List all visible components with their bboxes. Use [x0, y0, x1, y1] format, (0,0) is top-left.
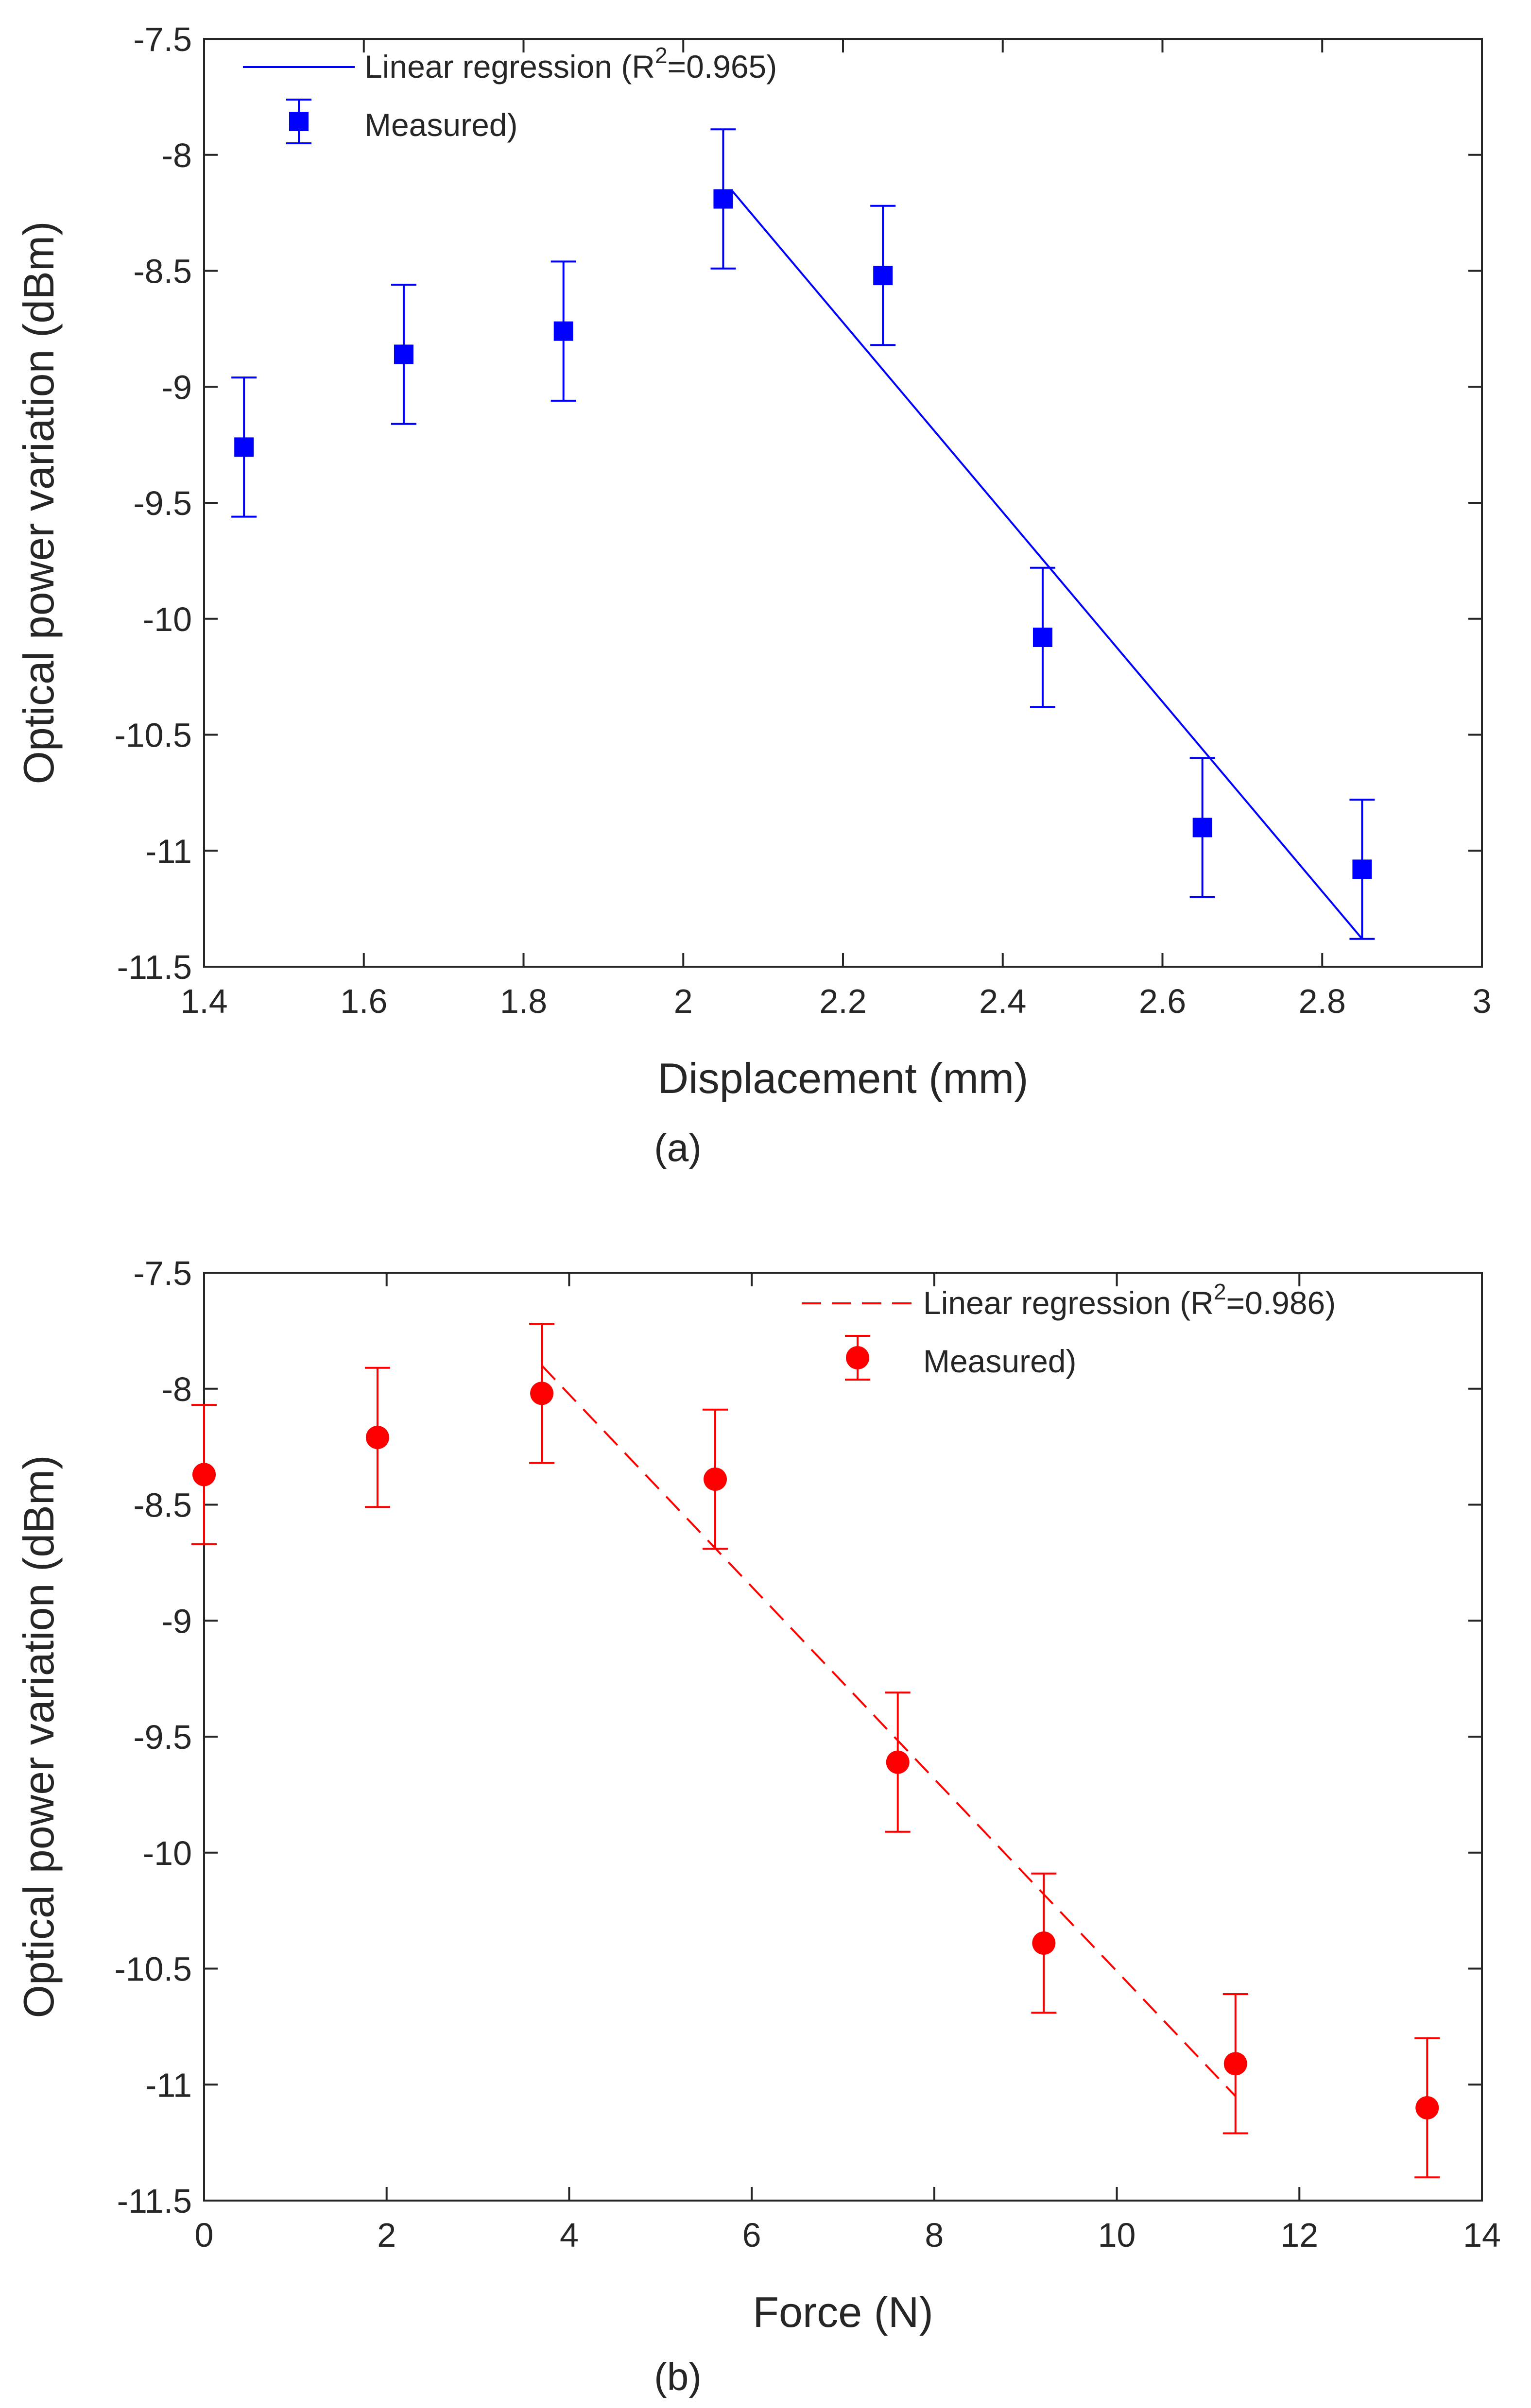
legend: Linear regression (R2=0.986) Measured)	[802, 1279, 1336, 1381]
y-tick-label: -8.5	[133, 253, 192, 290]
x-tick-label: 2.4	[979, 982, 1026, 1020]
legend-regression-label: Linear regression (R2=0.986)	[923, 1279, 1336, 1321]
x-tick-label: 6	[742, 2216, 761, 2254]
legend-regression-label-prefix: Linear regression (R	[364, 49, 655, 85]
legend-regression-label-sup: 2	[655, 43, 668, 68]
legend: Linear regression (R2=0.965) Measured)	[243, 43, 777, 144]
x-tick-label: 2.2	[819, 982, 866, 1020]
x-axis-label: Displacement (mm)	[658, 1054, 1029, 1102]
legend-marker	[846, 1346, 869, 1369]
x-tick-label: 2.8	[1299, 982, 1346, 1020]
data-point	[713, 189, 733, 209]
y-tick-label: -9.5	[133, 484, 192, 522]
y-axis-label: Optical power variation (dBm)	[15, 1455, 63, 2018]
y-tick-label: -11.5	[117, 2182, 192, 2220]
y-tick-label: -7.5	[133, 20, 192, 58]
data-point	[1032, 627, 1052, 647]
x-tick-label: 2.6	[1139, 982, 1186, 1020]
y-tick-label: -8	[162, 1370, 192, 1408]
x-tick-label: 14	[1463, 2216, 1501, 2254]
legend-marker	[289, 112, 309, 131]
x-tick-label: 0	[195, 2216, 214, 2254]
x-tick-label: 3	[1473, 982, 1492, 1020]
y-tick-label: -9	[162, 368, 192, 406]
legend-regression-label: Linear regression (R2=0.965)	[364, 43, 777, 85]
x-tick-label: 10	[1098, 2216, 1136, 2254]
data-point	[704, 1467, 727, 1491]
data-point	[234, 437, 254, 457]
data-point	[1032, 1931, 1056, 1955]
data-point	[1192, 818, 1212, 837]
x-tick-label: 4	[560, 2216, 579, 2254]
data-point	[394, 344, 413, 364]
data-point	[886, 1750, 910, 1774]
panel-label: (a)	[654, 1126, 702, 1169]
regression-line	[541, 1365, 1237, 2097]
legend-measured-label: Measured)	[923, 1343, 1076, 1379]
y-tick-label: -10.5	[114, 717, 192, 754]
y-tick-label: -8	[162, 137, 192, 174]
data-point	[873, 266, 893, 286]
legend-regression-label-suffix: =0.965)	[668, 49, 777, 85]
y-tick-label: -11	[145, 832, 192, 870]
x-tick-label: 12	[1280, 2216, 1318, 2254]
data-point	[530, 1382, 554, 1405]
x-tick-label: 1.6	[340, 982, 387, 1020]
x-tick-label: 8	[925, 2216, 944, 2254]
y-tick-label: -11.5	[117, 948, 192, 986]
x-tick-label: 1.8	[500, 982, 547, 1020]
data-point	[1415, 2096, 1439, 2119]
legend-regression-label-sup: 2	[1214, 1279, 1226, 1304]
y-tick-label: -10.5	[114, 1950, 192, 1988]
data-point	[553, 321, 573, 341]
y-tick-label: -11	[145, 2066, 192, 2104]
y-tick-label: -7.5	[133, 1254, 192, 1292]
chart-panel-a: 1.4 1.6 1.8 2 2.2 2.4 2.6 2.8 3 -7.5 -8 -8.5 -9 -9.5 -…	[15, 20, 1491, 1169]
y-tick-label: -8.5	[133, 1486, 192, 1524]
y-tick-label: -10	[143, 600, 192, 638]
x-tick-label: 2	[377, 2216, 396, 2254]
plot-frame	[203, 38, 1483, 968]
data-point	[365, 1426, 389, 1450]
data-point	[1223, 2052, 1247, 2076]
y-axis-label: Optical power variation (dBm)	[15, 221, 63, 784]
legend-regression-label-prefix: Linear regression (R	[923, 1285, 1214, 1321]
x-tick-label: 2	[674, 982, 693, 1020]
data-point	[192, 1463, 216, 1486]
regression-line	[730, 189, 1363, 939]
data-point	[1352, 859, 1372, 879]
y-tick-label: -10	[143, 1834, 192, 1872]
legend-measured-label: Measured)	[364, 107, 517, 143]
y-tick-label: -9.5	[133, 1718, 192, 1756]
panel-label: (b)	[654, 2355, 702, 2398]
x-tick-label: 1.4	[180, 982, 227, 1020]
plot-frame	[203, 1272, 1483, 2202]
chart-panel-b: 0 2 4 6 8 10 12 14 -7.5 -8 -8.5 -9 -9.5 -10 -10.5 -11 -1…	[15, 1254, 1501, 2398]
y-tick-label: -9	[162, 1602, 192, 1640]
legend-regression-label-suffix: =0.986)	[1226, 1285, 1336, 1321]
x-axis-label: Force (N)	[753, 2288, 933, 2336]
